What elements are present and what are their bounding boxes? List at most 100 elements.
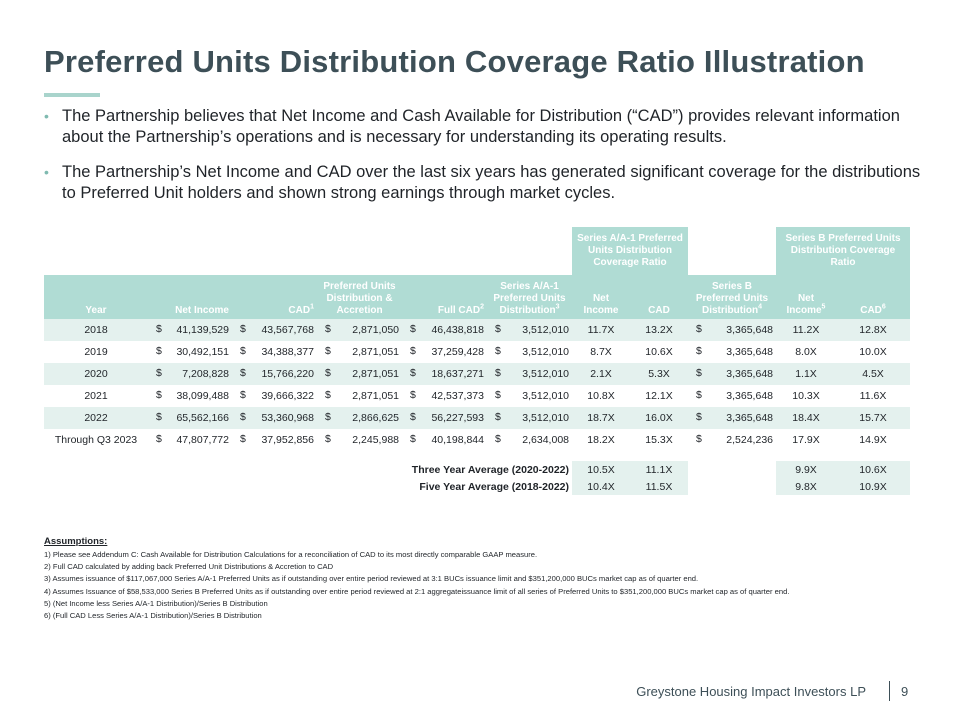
cell-series-a-dist: $3,512,010 [487,341,572,363]
currency-symbol: $ [156,411,162,423]
cell-value: 2,871,051 [352,346,399,358]
currency-symbol: $ [156,345,162,357]
cell-a-cad-ratio: 10.6X [630,341,688,363]
col-header-full-cad: Full CAD2 [402,275,487,319]
cell-series-a-dist: $3,512,010 [487,363,572,385]
currency-symbol: $ [696,345,702,357]
currency-symbol: $ [410,367,416,379]
col-header-a-cad: CAD [630,275,688,319]
assumption-item: 5) (Net Income less Series A/A-1 Distrib… [44,598,268,608]
cell-full-cad: $46,438,818 [402,319,487,341]
table-row: Through Q3 2023 $47,807,772 $37,952,856 $2,… [44,429,911,451]
cell-value: 2,871,051 [352,368,399,380]
average-row: Three Year Average (2020-2022) 10.5X 11.1X… [44,461,911,478]
cell-series-b-dist: $3,365,648 [688,407,776,429]
currency-symbol: $ [696,389,702,401]
avg-a-cad-ratio: 11.5X [630,478,688,495]
currency-symbol: $ [240,389,246,401]
cell-a-cad-ratio: 5.3X [630,363,688,385]
cell-value: 41,139,529 [176,324,229,336]
cell-b-net-income-ratio: 18.4X [776,407,836,429]
col-header-b-cad: CAD6 [836,275,911,319]
cell-series-a-dist: $3,512,010 [487,407,572,429]
cell-value: 3,512,010 [522,346,569,358]
currency-symbol: $ [156,389,162,401]
cell-b-net-income-ratio: 1.1X [776,363,836,385]
currency-symbol: $ [325,367,331,379]
currency-symbol: $ [410,433,416,445]
cell-value: 3,512,010 [522,390,569,402]
cell-cad: $37,952,856 [232,429,317,451]
cell-value: 3,365,648 [726,346,773,358]
currency-symbol: $ [696,411,702,423]
col-header-year: Year [44,275,148,319]
cell-value: 3,512,010 [522,368,569,380]
currency-symbol: $ [696,433,702,445]
assumption-item: 1) Please see Addendum C: Cash Available… [44,550,538,559]
cell-b-net-income-ratio: 17.9X [776,429,836,451]
series-b-coverage-header: Series B Preferred Units Distribution Co… [776,227,911,275]
cell-year: 2022 [44,407,148,429]
cell-full-cad: $37,259,428 [402,341,487,363]
cell-value: 3,512,010 [522,412,569,424]
cell-a-cad-ratio: 12.1X [630,385,688,407]
average-row: Five Year Average (2018-2022) 10.4X 11.5X 9… [44,478,911,495]
cell-cad: $43,567,768 [232,319,317,341]
cell-b-cad-ratio: 11.6X [836,385,911,407]
cell-series-a-dist: $2,634,008 [487,429,572,451]
cell-value: 7,208,828 [182,368,229,380]
cell-value: 2,866,625 [352,412,399,424]
cell-cad: $39,666,322 [232,385,317,407]
currency-symbol: $ [156,367,162,379]
currency-symbol: $ [240,411,246,423]
cell-value: 2,245,988 [352,434,399,446]
cell-series-b-dist: $3,365,648 [688,385,776,407]
col-header-net-income: Net Income [148,275,232,319]
currency-symbol: $ [696,323,702,335]
avg-a-net-income-ratio: 10.4X [572,478,630,495]
footer-company-name: Greystone Housing Impact Investors LP [636,684,866,699]
cell-year: 2020 [44,363,148,385]
avg-empty-cell [688,478,776,495]
cell-b-cad-ratio: 14.9X [836,429,911,451]
cell-value: 65,562,166 [176,412,229,424]
cell-net-income: $47,807,772 [148,429,232,451]
currency-symbol: $ [325,433,331,445]
cell-full-cad: $56,227,593 [402,407,487,429]
currency-symbol: $ [325,323,331,335]
cell-cad: $15,766,220 [232,363,317,385]
cell-cad: $34,388,377 [232,341,317,363]
cell-b-net-income-ratio: 11.2X [776,319,836,341]
page-number: 9 [901,684,909,699]
cell-series-b-dist: $3,365,648 [688,341,776,363]
currency-symbol: $ [410,389,416,401]
currency-symbol: $ [156,323,162,335]
cell-b-net-income-ratio: 8.0X [776,341,836,363]
cell-value: 3,365,648 [726,368,773,380]
assumption-item: 3) Assumes issuance of $117,067,000 Seri… [44,574,699,584]
cell-value: 3,512,010 [522,324,569,336]
cell-series-b-dist: $3,365,648 [688,319,776,341]
currency-symbol: $ [240,345,246,357]
assumptions-heading: Assumptions: [44,536,108,547]
avg-a-cad-ratio: 11.1X [630,461,688,478]
cell-a-net-income-ratio: 11.7X [572,319,630,341]
currency-symbol: $ [410,411,416,423]
cell-value: 15,766,220 [261,368,314,380]
currency-symbol: $ [325,389,331,401]
cell-b-net-income-ratio: 10.3X [776,385,836,407]
avg-b-net-income-ratio: 9.9X [776,461,836,478]
averages-body: Three Year Average (2020-2022) 10.5X 11.1X… [44,451,911,495]
cell-value: 43,567,768 [261,324,314,336]
cell-value: 30,492,151 [176,346,229,358]
assumption-item: 2) Full CAD calculated by adding back Pr… [44,562,334,572]
average-label: Three Year Average (2020-2022) [411,463,569,476]
cell-value: 2,634,008 [522,434,569,446]
cell-pref-dist: $2,871,051 [317,341,402,363]
cell-b-cad-ratio: 12.8X [836,319,911,341]
title-accent-bar [44,93,100,97]
page-title: Preferred Units Distribution Coverage Ra… [44,44,865,79]
currency-symbol: $ [240,323,246,335]
cell-value: 2,871,051 [352,390,399,402]
cell-value: 37,952,856 [261,434,314,446]
